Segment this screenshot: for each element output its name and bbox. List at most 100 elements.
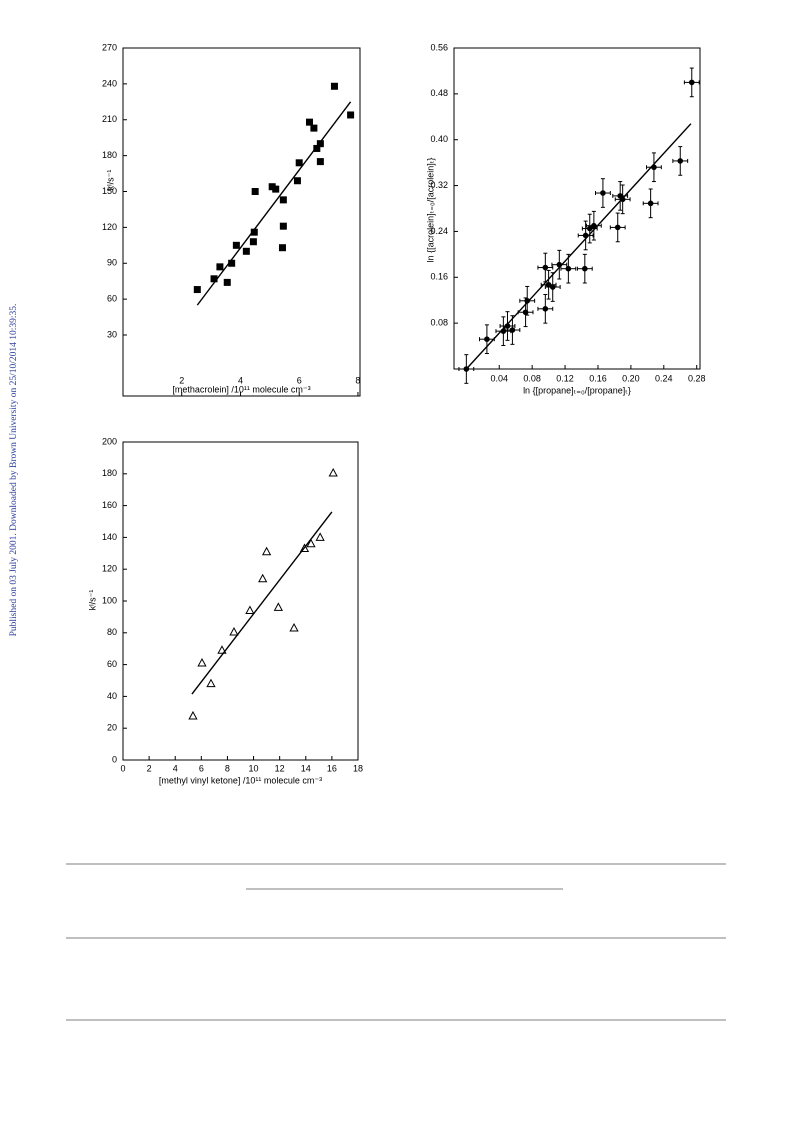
point: [299, 543, 310, 553]
x-tick-label: 6: [297, 375, 302, 385]
y-tick-label: 0.56: [430, 42, 448, 52]
x-axis-label: [methacrolein] /10¹¹ molecule cm⁻³: [172, 384, 310, 394]
point: [591, 222, 597, 229]
point: [542, 264, 549, 271]
x-tick-label: 12: [275, 763, 285, 773]
y-tick-label: 270: [102, 42, 117, 52]
x-tick-label: 10: [249, 763, 259, 773]
x-tick-label: 4: [238, 375, 243, 385]
point: [542, 306, 549, 312]
point: [228, 259, 236, 267]
point: [206, 678, 216, 688]
y-tick-label: 240: [102, 78, 117, 88]
point: [232, 241, 240, 249]
point: [210, 275, 218, 283]
plot-frame: [122, 47, 361, 397]
point: [245, 605, 255, 615]
point: [647, 200, 654, 207]
x-tick-label: 14: [301, 763, 311, 773]
fit-line: [196, 101, 352, 306]
point: [188, 710, 198, 720]
point: [223, 278, 231, 286]
point: [272, 185, 280, 193]
point: [310, 124, 318, 132]
x-tick-label: 2: [147, 763, 152, 773]
point: [217, 645, 227, 654]
y-tick-label: 0.24: [430, 226, 448, 236]
point: [279, 196, 287, 204]
point: [293, 177, 301, 185]
point: [328, 467, 338, 477]
y-tick-label: 20: [107, 723, 117, 733]
x-tick-label: 6: [199, 763, 204, 773]
y-tick-label: 0.16: [430, 272, 448, 282]
y-tick-label: 180: [102, 468, 117, 478]
y-tick-label: 0.32: [430, 180, 448, 190]
x-tick-label: 0.12: [556, 373, 574, 383]
y-axis-label: ln {[acrolein]ₜ₌₀/[acrolein]ₜ}: [425, 158, 435, 263]
point: [295, 159, 303, 167]
publication-note: Published on 03 July 2001. Downloaded by…: [9, 304, 19, 637]
point: [619, 196, 626, 203]
y-tick-label: 30: [107, 329, 117, 339]
x-axis-label: ln {[propane]ₜ₌₀/[propane]ₜ}: [523, 385, 631, 395]
point: [582, 265, 588, 272]
point: [582, 232, 589, 239]
point: [524, 297, 531, 304]
y-axis-label: kᴵ/s⁻¹: [87, 590, 97, 611]
x-tick-label: 0.24: [655, 373, 673, 383]
plot-frame: [453, 47, 701, 370]
x-tick-label: 4: [173, 763, 178, 773]
point: [347, 111, 355, 119]
y-axis-label: kᴵ/s⁻¹: [105, 170, 115, 191]
x-tick-label: 0.16: [589, 373, 607, 383]
point: [242, 247, 250, 255]
point: [261, 546, 272, 556]
point: [229, 626, 239, 636]
y-tick-label: 150: [102, 186, 117, 196]
y-tick-label: 40: [107, 691, 117, 701]
plot-frame: [122, 441, 359, 761]
point: [249, 238, 257, 246]
y-tick-label: 60: [107, 659, 117, 669]
point: [251, 188, 259, 196]
point: [463, 366, 470, 372]
point: [614, 224, 621, 231]
point: [316, 158, 324, 166]
x-tick-label: 8: [225, 763, 230, 773]
point: [330, 82, 338, 90]
fit-line: [191, 511, 333, 695]
x-tick-label: 0.08: [523, 373, 541, 383]
y-tick-label: 0.48: [430, 88, 448, 98]
point: [600, 190, 606, 196]
point: [484, 336, 490, 342]
y-tick-label: 180: [102, 150, 117, 160]
y-tick-label: 120: [102, 564, 117, 574]
point: [216, 263, 224, 271]
point: [315, 532, 325, 541]
y-tick-label: 210: [102, 114, 117, 124]
x-tick-label: 16: [327, 763, 337, 773]
x-tick-label: 0.20: [622, 373, 640, 383]
point: [565, 265, 572, 272]
y-tick-label: 0.40: [430, 134, 448, 144]
point: [197, 657, 207, 667]
point: [289, 622, 299, 632]
point: [688, 79, 695, 86]
x-tick-label: 18: [353, 763, 363, 773]
y-tick-label: 60: [107, 294, 117, 304]
x-axis-label: [methyl vinyl ketone] /10¹¹ molecule cm⁻…: [159, 775, 322, 785]
x-tick-label: 0.04: [490, 373, 508, 383]
y-tick-label: 140: [102, 532, 117, 542]
point: [313, 144, 321, 152]
point: [305, 118, 313, 126]
y-tick-label: 0.08: [430, 318, 448, 328]
x-tick-label: 2: [179, 375, 184, 385]
y-tick-label: 200: [102, 436, 117, 446]
fit-line: [465, 123, 692, 370]
point: [273, 602, 284, 611]
point: [549, 284, 556, 290]
point: [651, 164, 657, 171]
